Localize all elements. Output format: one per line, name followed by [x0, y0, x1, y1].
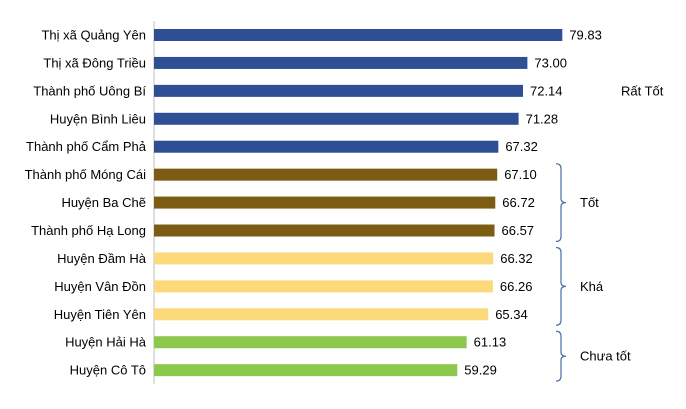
category-label: Huyện Cô Tô [70, 363, 146, 378]
data-label: 66.26 [500, 279, 533, 294]
category-label: Huyện Vân Đồn [54, 279, 146, 294]
category-label: Thành phố Uông Bí [33, 83, 146, 98]
data-label: 65.34 [495, 307, 528, 322]
category-label: Thành phố Cẩm Phả [26, 139, 147, 154]
bar [154, 112, 519, 125]
data-label: 67.32 [505, 139, 538, 154]
category-label: Thị xã Quảng Yên [41, 28, 146, 43]
category-label: Huyện Ba Chẽ [61, 195, 146, 210]
category-label: Huyện Tiên Yên [54, 307, 146, 322]
group-bracket [555, 330, 567, 382]
data-label: 67.10 [504, 167, 537, 182]
bar [154, 168, 498, 181]
data-label: 61.13 [474, 335, 507, 350]
group-bracket [555, 246, 567, 326]
bar [154, 364, 458, 377]
category-label: Thành phố Móng Cái [25, 167, 147, 182]
data-label: 66.32 [500, 251, 533, 266]
bar [154, 280, 493, 293]
data-label: 59.29 [464, 363, 497, 378]
bar [154, 84, 523, 97]
bar [154, 56, 528, 69]
category-label: Huyện Đầm Hà [57, 251, 147, 266]
group-bracket [555, 163, 567, 243]
group-label: Tốt [580, 195, 599, 210]
category-label: Huyện Bình Liêu [50, 111, 146, 126]
bar [154, 252, 494, 265]
data-label: 71.28 [526, 111, 559, 126]
bar [154, 140, 499, 153]
bar [154, 336, 467, 349]
data-label: 79.83 [569, 28, 602, 43]
group-label: Chưa tốt [580, 349, 631, 364]
group-label: Khá [580, 279, 604, 294]
category-label: Thành phố Hạ Long [31, 223, 146, 238]
data-label: 72.14 [530, 83, 563, 98]
category-label: Huyện Hải Hà [65, 335, 147, 350]
data-label: 66.57 [502, 223, 535, 238]
group-label: Rất Tốt [621, 83, 664, 98]
data-label: 73.00 [534, 55, 567, 70]
bar [154, 196, 496, 209]
bar [154, 224, 495, 237]
data-label: 66.72 [502, 195, 535, 210]
category-label: Thị xã Đông Triều [43, 55, 146, 70]
bar [154, 308, 489, 321]
bar [154, 29, 563, 41]
